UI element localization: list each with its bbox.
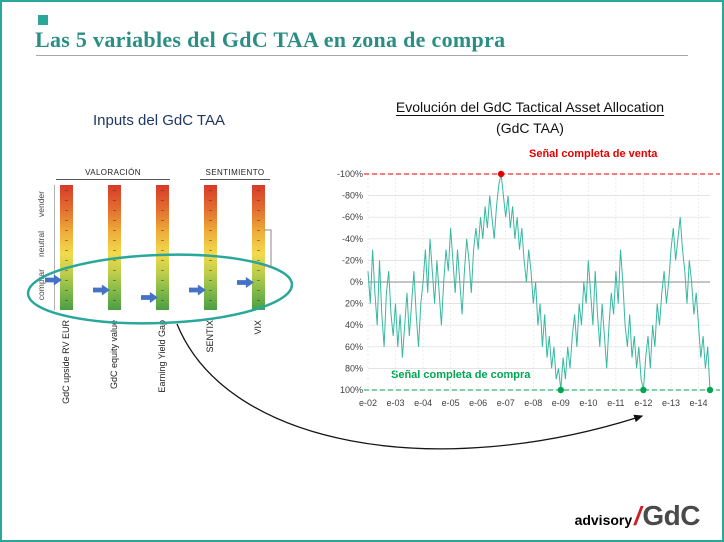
y-tick-label: 20%: [345, 299, 363, 309]
x-tick-label: e-09: [552, 398, 570, 408]
y-tick-label: 60%: [345, 342, 363, 352]
x-tick-label: e-06: [469, 398, 487, 408]
input-bar-label: Earning Yield Gap: [157, 320, 167, 393]
x-tick-label: e-13: [662, 398, 680, 408]
page-title: Las 5 variables del GdC TAA en zona de c…: [35, 27, 506, 52]
y-tick-label: 0%: [350, 277, 363, 287]
x-tick-label: e-14: [690, 398, 708, 408]
taa-series-line: [367, 173, 711, 391]
buy-signal-marker: [557, 386, 564, 394]
y-tick-label: -100%: [337, 169, 363, 179]
group-label-sentimiento: SENTIMIENTO: [200, 168, 270, 180]
logo-gdc-text: GdC: [642, 500, 700, 531]
input-bar-label: SENTIX: [205, 320, 215, 353]
y-tick-label: 40%: [345, 320, 363, 330]
y-tick-label: -40%: [342, 234, 363, 244]
x-tick-label: e-07: [497, 398, 515, 408]
y-tick-label: -60%: [342, 212, 363, 222]
evolution-plot: e-02 e-03 e-04 e-05 e-06 e-07 e-08 e-09 e-10 e-11…: [337, 169, 720, 408]
input-gradient-bar: [204, 185, 217, 310]
logo-advisory-text: advisory: [574, 512, 633, 528]
x-tick-label: e-03: [387, 398, 405, 408]
x-tick-label: e-08: [524, 398, 542, 408]
logo-slash: /: [634, 501, 642, 531]
input-bar-label: VIX: [253, 320, 263, 335]
inputs-y-axis: [54, 185, 55, 310]
inputs-chart-title: Inputs del GdC TAA: [92, 112, 225, 129]
title-underline: [36, 55, 688, 56]
sell-signal-marker: [497, 170, 505, 178]
input-gradient-bar: [108, 185, 121, 310]
advisory-gdc-logo: advisory / GdC: [574, 500, 701, 531]
title-bullet-square: [38, 15, 48, 25]
y-tick-label: 100%: [340, 385, 363, 395]
input-bar-label: GdC upside RV EUR: [61, 320, 71, 404]
x-tick-label: e-12: [634, 398, 652, 408]
x-tick-label: e-10: [579, 398, 597, 408]
evolution-chart-title: Evolución del GdC Tactical Asset Allocat…: [342, 97, 718, 139]
evolution-title-line2: (GdC TAA): [496, 120, 564, 136]
y-tick-label: 80%: [345, 363, 363, 373]
x-tick-label: e-11: [607, 398, 624, 408]
x-tick-label: e-04: [414, 398, 432, 408]
evolution-title-line1: Evolución del GdC Tactical Asset Allocat…: [395, 99, 665, 115]
x-tick-label: e-02: [359, 398, 377, 408]
input-gradient-bar: [60, 185, 73, 310]
inputs-chart: VALORACIÓN SENTIMIENTO vender neutral co…: [24, 165, 324, 415]
input-gradient-bar: [252, 185, 265, 310]
buy-signal-marker: [706, 386, 714, 394]
y-tick-label: -80%: [342, 191, 363, 201]
sell-signal-label: Señal completa de venta: [529, 148, 658, 160]
input-gradient-bar: [156, 185, 169, 310]
group-label-valoracion: VALORACIÓN: [56, 168, 170, 180]
inputs-bars-layer: GdC upside RV EUR GdC equity value Earning…: [24, 165, 324, 415]
buy-signal-marker: [640, 386, 647, 394]
input-bar-label: GdC equity value: [109, 320, 119, 390]
x-tick-label: e-05: [442, 398, 460, 408]
y-tick-label: -20%: [342, 255, 363, 265]
